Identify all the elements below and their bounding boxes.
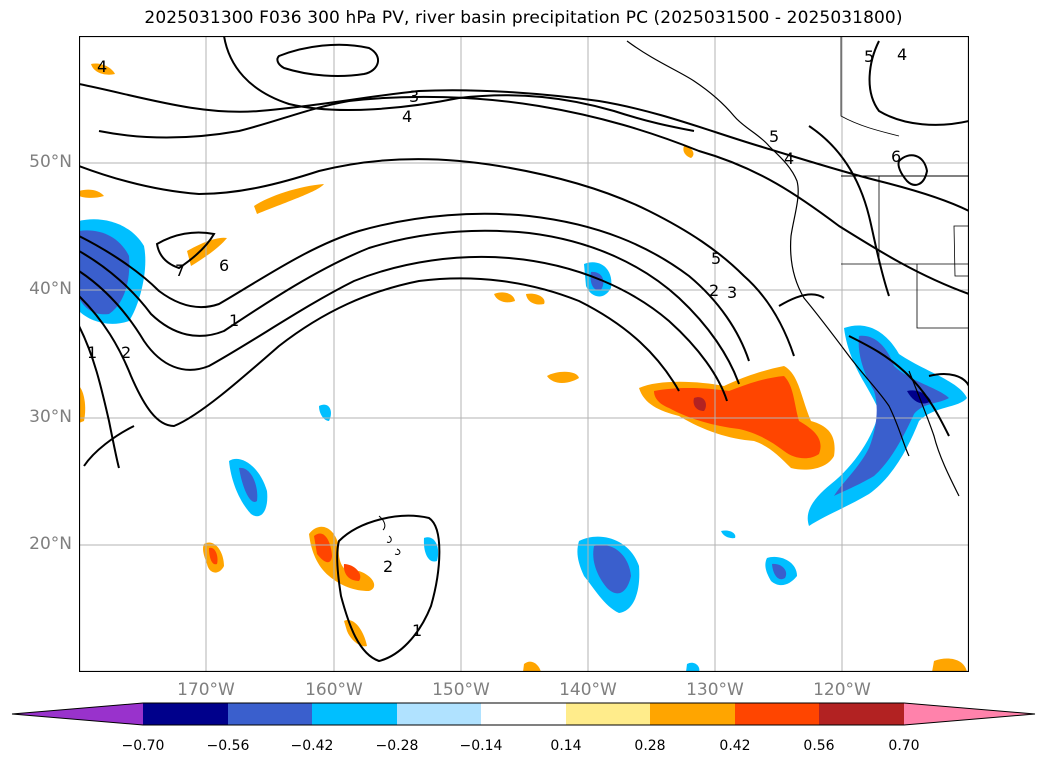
colorbar-tick: −0.42 (290, 738, 334, 754)
colorbar-svg (11, 702, 1036, 726)
figure-title: 2025031300 F036 300 hPa PV, river basin … (144, 8, 903, 28)
colorbar-segment (481, 703, 566, 725)
lon-label: 160°W (305, 680, 363, 700)
contour-label: 5 (864, 47, 874, 66)
contour-label: 1 (412, 621, 422, 640)
contour-label: 2 (709, 281, 719, 300)
colorbar-segment (312, 703, 397, 725)
contour-label: 5 (769, 127, 779, 146)
colorbar-tick: −0.28 (375, 738, 419, 754)
colorbar (0, 700, 1047, 765)
colorbar-segment (566, 703, 650, 725)
coastlines (378, 36, 970, 555)
pv-contours (78, 35, 970, 663)
colorbar-tick: −0.56 (206, 738, 250, 754)
contour-label: 2 (383, 557, 393, 576)
colorbar-tick: −0.70 (121, 738, 165, 754)
colorbar-segment (143, 703, 228, 725)
contour-label: 4 (97, 57, 107, 76)
colorbar-tick: 0.56 (803, 738, 835, 754)
colorbar-segment (819, 703, 904, 725)
contour-label: 1 (229, 311, 239, 330)
lon-label: 130°W (686, 680, 744, 700)
lat-label: 50°N (29, 152, 72, 172)
map-svg: 4 3 4 5 4 5 6 4 6 7 5 2 3 1 1 2 1 2 (78, 35, 970, 673)
map-gridlines (79, 36, 969, 672)
colorbar-tick: 0.42 (719, 738, 751, 754)
colorbar-segment (650, 703, 735, 725)
lat-label: 30°N (29, 407, 72, 427)
contour-label: 3 (409, 87, 419, 106)
precip-negative-fills (79, 219, 967, 672)
lon-label: 140°W (559, 680, 617, 700)
colorbar-tick: 0.70 (888, 738, 920, 754)
contour-label: 1 (87, 343, 97, 362)
contour-label: 4 (402, 107, 412, 126)
colorbar-tick: 0.28 (634, 738, 666, 754)
lon-label: 150°W (432, 680, 490, 700)
pv-contour-labels: 4 3 4 5 4 5 6 4 6 7 5 2 3 1 1 2 1 2 (87, 45, 907, 640)
colorbar-segment (12, 703, 143, 725)
colorbar-segment (397, 703, 481, 725)
lat-label: 20°N (29, 534, 72, 554)
contour-label: 5 (711, 249, 721, 268)
lon-label: 120°W (813, 680, 871, 700)
contour-label: 7 (175, 261, 185, 280)
contour-label: 2 (121, 343, 131, 362)
contour-label: 4 (784, 149, 794, 168)
contour-label: 4 (897, 45, 907, 64)
contour-label: 3 (727, 283, 737, 302)
colorbar-segment (735, 703, 819, 725)
contour-label: 6 (891, 147, 901, 166)
map-panel: 4 3 4 5 4 5 6 4 6 7 5 2 3 1 1 2 1 2 (78, 35, 970, 673)
colorbar-segment (228, 703, 312, 725)
lat-label: 40°N (29, 279, 72, 299)
contour-label: 6 (219, 256, 229, 275)
colorbar-tick: 0.14 (550, 738, 582, 754)
colorbar-segment (904, 703, 1035, 725)
colorbar-tick: −0.14 (459, 738, 503, 754)
lon-label: 170°W (177, 680, 235, 700)
